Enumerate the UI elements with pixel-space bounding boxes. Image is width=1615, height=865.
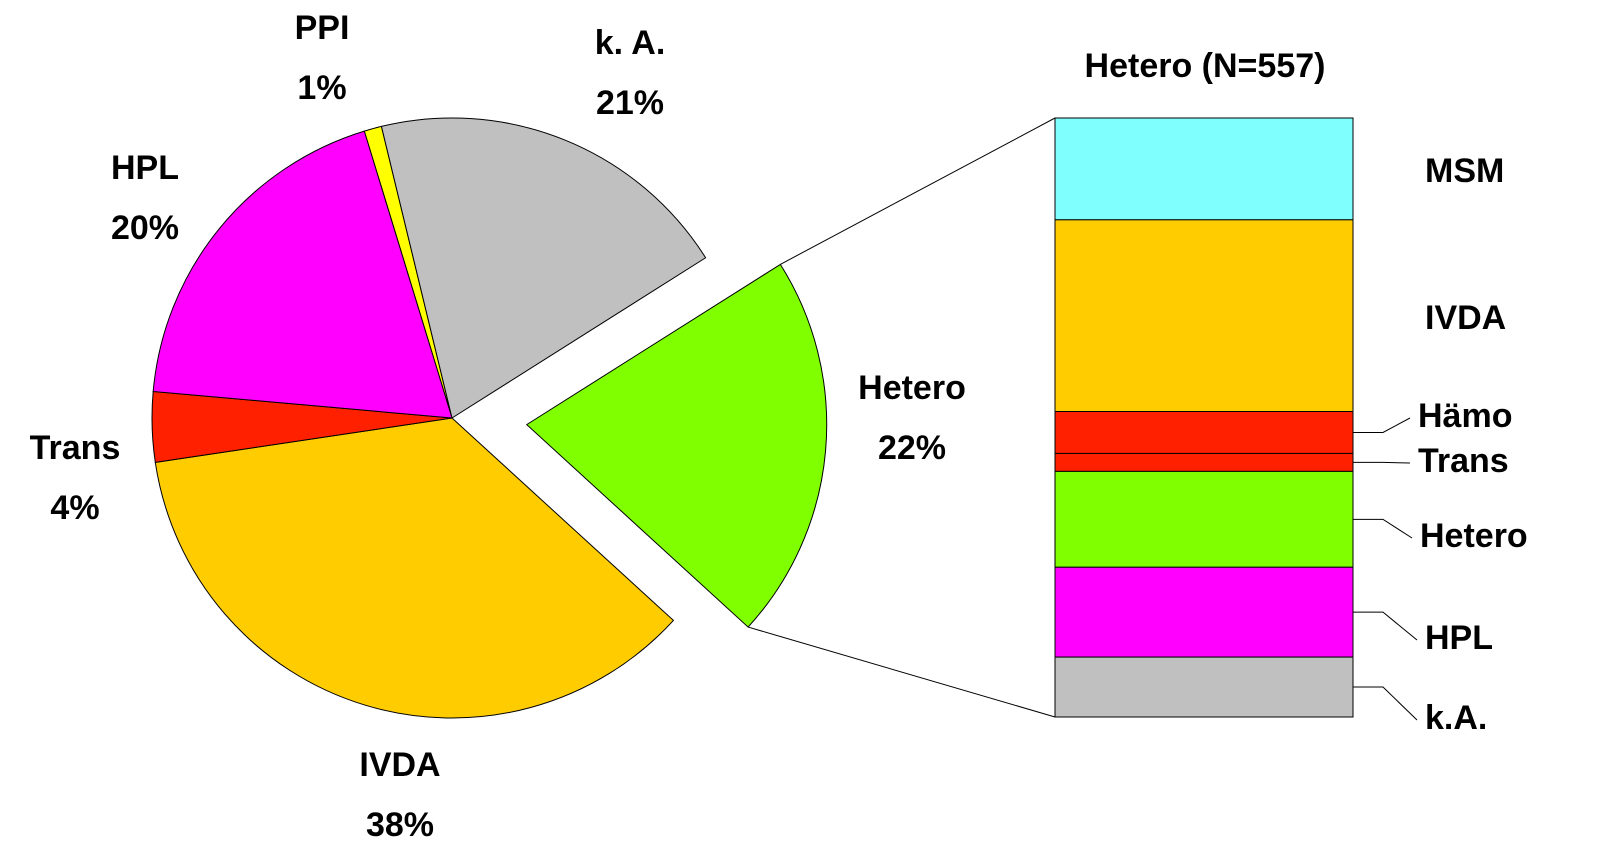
- bar-label: Trans: [1418, 442, 1509, 480]
- leader-line: [1353, 686, 1418, 721]
- slice-label: Trans: [30, 429, 121, 467]
- leader-line: [1353, 417, 1411, 433]
- pie-slice: [525, 263, 828, 628]
- slice-value-label: 20%: [111, 209, 179, 247]
- bar-label: IVDA: [1425, 299, 1506, 337]
- leader-line: [1353, 461, 1411, 464]
- bar-segment: [1054, 411, 1354, 454]
- slice-label: IVDA: [359, 746, 440, 784]
- pie-slice: [154, 417, 675, 719]
- slice-label: k. A.: [595, 24, 666, 62]
- slice-label: HPL: [111, 149, 179, 187]
- slice-value-label: 4%: [50, 489, 99, 527]
- bar-title: Hetero (N=557): [1085, 47, 1326, 85]
- slice-label: Hetero: [858, 369, 966, 407]
- bar-segment: [1054, 656, 1354, 718]
- slice-value-label: 22%: [878, 429, 946, 467]
- bar-label: Hämo: [1418, 397, 1512, 435]
- bar-label: HPL: [1425, 619, 1493, 657]
- leader-line: [1353, 611, 1418, 641]
- bar-segment: [1054, 470, 1354, 568]
- bar-segment: [1054, 452, 1354, 472]
- connector: [747, 626, 1056, 718]
- pie-slice: [152, 130, 453, 419]
- slice-value-label: 21%: [596, 84, 664, 122]
- bar-label: k.A.: [1425, 699, 1487, 737]
- bar-segment: [1054, 117, 1354, 221]
- bar-label: MSM: [1425, 152, 1504, 190]
- bar-segment: [1054, 219, 1354, 413]
- bar-segment: [1054, 566, 1354, 658]
- slice-value-label: 1%: [297, 69, 346, 107]
- connector: [780, 117, 1056, 265]
- bar-label: Hetero: [1420, 517, 1528, 555]
- pie-slice: [380, 117, 707, 419]
- slice-value-label: 38%: [366, 806, 434, 844]
- leader-line: [1353, 518, 1413, 539]
- slice-label: PPI: [295, 9, 350, 47]
